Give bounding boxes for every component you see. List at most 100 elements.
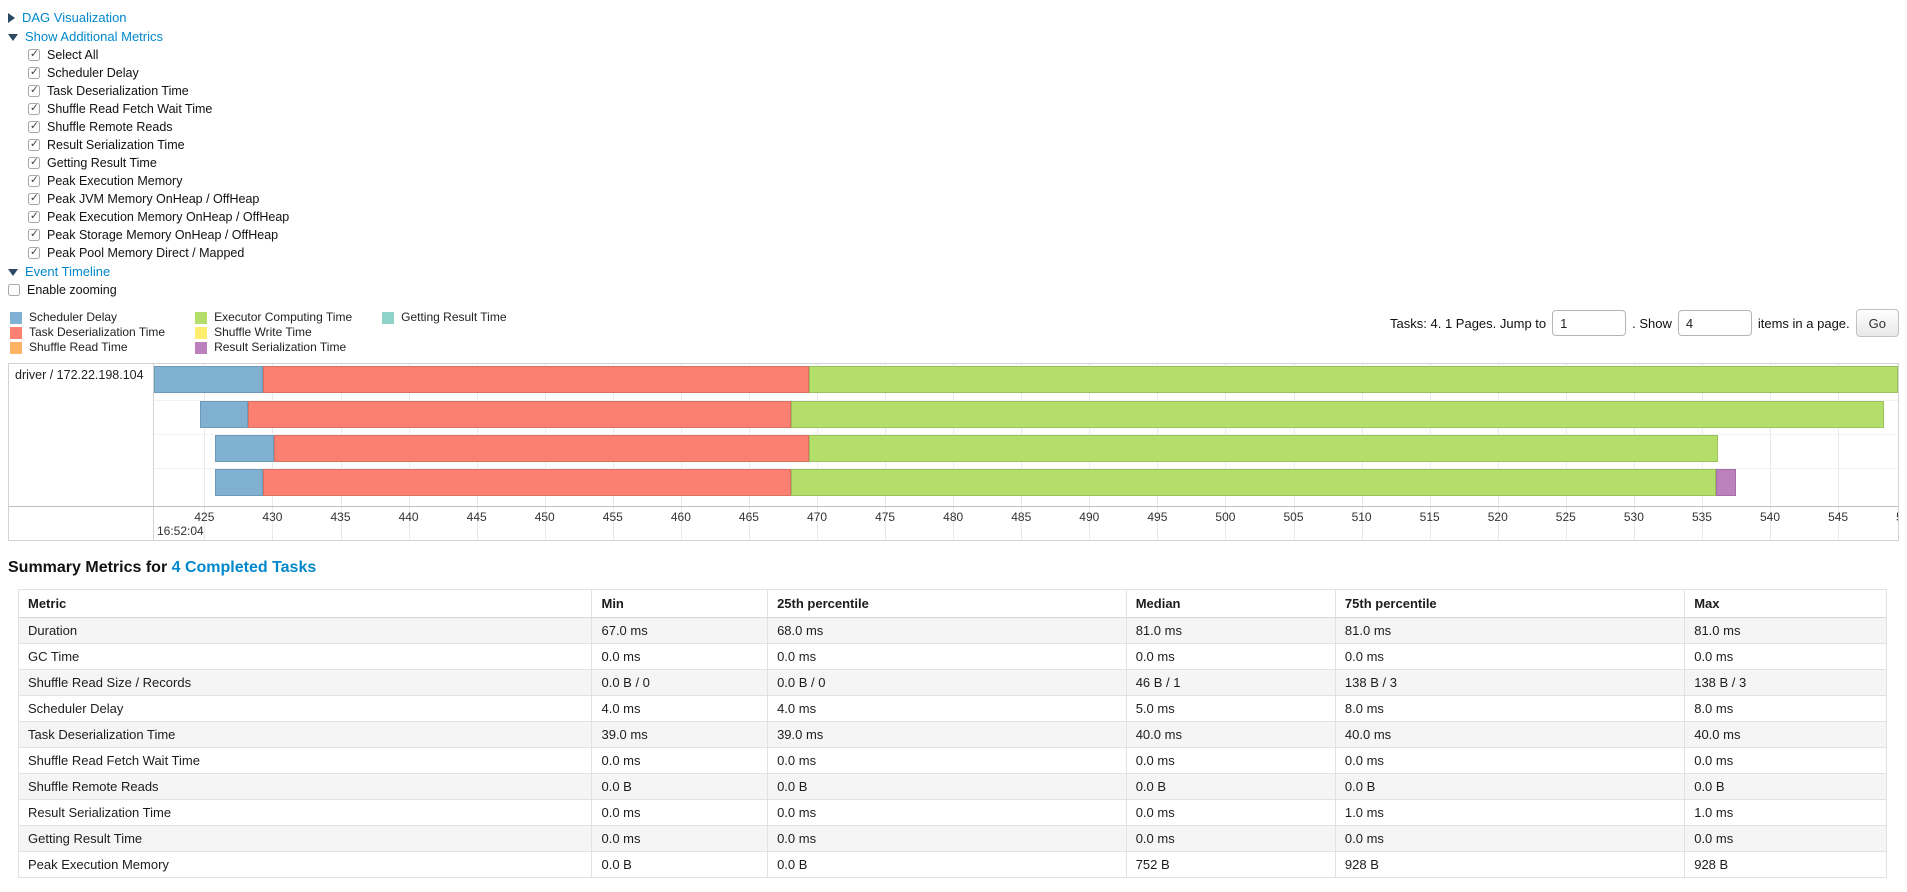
enable-zooming-checkbox[interactable] [8,284,20,296]
axis-tick-label: 475 [875,510,896,524]
timeline-bar-segment-executor-computing-time[interactable] [808,435,1719,462]
summary-metrics-table: Metric Min 25th percentile Median 75th perce… [17,589,1887,878]
jump-to-page-input[interactable] [1552,310,1627,336]
axis-tick-label: 450 [534,510,555,524]
table-cell: 81.0 ms [1334,617,1686,644]
table-row: Duration 67.0 ms 68.0 ms 81.0 ms 81.0 ms 81.0… [17,617,1887,644]
table-cell: 8.0 ms [1684,695,1887,722]
metric-checkbox-row: Peak Storage Memory OnHeap / OffHeap [28,226,1899,244]
table-cell: 0.0 ms [591,799,769,826]
timeline-bar-segment-executor-computing-time[interactable] [791,469,1716,496]
legend-item-getting-result-time: Getting Result Time [382,311,507,324]
checkbox-label: Peak Storage Memory OnHeap / OffHeap [47,228,279,242]
checkbox-label: Peak Pool Memory Direct / Mapped [47,246,245,260]
page-size-input[interactable] [1677,310,1752,336]
table-cell: 0.0 ms [1334,825,1686,852]
table-cell: 0.0 ms [1684,643,1887,670]
dag-visualization-toggle[interactable]: DAG Visualization [8,8,1899,27]
table-cell: 1.0 ms [1334,799,1686,826]
metric-checkbox-row: Getting Result Time [28,154,1899,172]
checkbox-peak-storage-memory-onheap-offheap[interactable] [28,228,40,241]
checkbox-peak-pool-memory-direct-mapped[interactable] [28,246,40,259]
legend-item-shuffle-write-time: Shuffle Write Time [195,326,352,339]
metric-checkbox-row: Task Deserialization Time [28,82,1899,100]
axis-tick-label: 485 [1011,510,1032,524]
checkbox-label: Peak Execution Memory OnHeap / OffHeap [47,210,290,224]
table-cell: 0.0 B / 0 [767,669,1127,696]
timeline-bar-segment-task-deserialization-time[interactable] [247,401,792,428]
checkbox-shuffle-read-fetch-wait-time[interactable] [28,102,40,115]
metric-checkbox-row: Peak JVM Memory OnHeap / OffHeap [28,190,1899,208]
table-cell: 0.0 ms [767,643,1127,670]
table-row: Shuffle Read Fetch Wait Time 0.0 ms 0.0 ms… [17,747,1887,774]
table-cell: 40.0 ms [1125,721,1336,748]
table-cell: 0.0 ms [591,747,769,774]
timeline-bar-segment-scheduler-delay[interactable] [215,435,274,462]
pagination-items-text: items in a page. [1757,315,1850,331]
legend-label: Task Deserialization Time [29,325,166,339]
event-timeline-chart: driver / 172.22.198.104 16:52:04 425 430 4… [8,363,1899,541]
checkbox-scheduler-delay[interactable] [28,66,40,79]
table-cell: 0.0 B [1125,773,1336,800]
table-cell-metric: Shuffle Read Size / Records [17,669,593,696]
table-cell: 0.0 B [767,773,1127,800]
timeline-bar-segment-result-serialization-time[interactable] [1715,469,1736,496]
checkbox-label: Task Deserialization Time [47,84,189,98]
checkbox-result-serialization-time[interactable] [28,138,40,151]
event-timeline-toggle[interactable]: Event Timeline [8,262,1899,281]
axis-tick-label: 455 [602,510,623,524]
table-cell: 0.0 ms [591,825,769,852]
checkbox-peak-execution-memory-onheap-offheap[interactable] [28,210,40,223]
timeline-row-separator [154,400,1898,401]
timeline-axis: 16:52:04 425 430 435 440 445 450 455 460 465 470 4… [154,507,1898,540]
timeline-time-label: 16:52:04 [157,524,204,538]
pagination-tasks-text: Tasks: 4. 1 Pages. Jump to [1390,315,1547,331]
table-cell: 0.0 ms [1684,825,1887,852]
timeline-bar-segment-scheduler-delay[interactable] [215,469,263,496]
axis-tick-label: 500 [1215,510,1236,524]
show-additional-metrics-toggle[interactable]: Show Additional Metrics [8,27,1899,46]
axis-tick-label: 510 [1351,510,1372,524]
timeline-bar-segment-scheduler-delay[interactable] [154,366,263,393]
timeline-bar-segment-scheduler-delay[interactable] [200,401,248,428]
checkbox-getting-result-time[interactable] [28,156,40,169]
table-cell: 81.0 ms [1125,617,1336,644]
checkbox-label: Getting Result Time [47,156,157,170]
go-button[interactable]: Go [1855,309,1899,337]
table-cell: 0.0 B / 0 [591,669,769,696]
timeline-bar-segment-executor-computing-time[interactable] [791,401,1885,428]
legend-item-executor-computing-time: Executor Computing Time [195,311,352,324]
checkbox-label: Shuffle Remote Reads [47,120,173,134]
legend-item-shuffle-read-time: Shuffle Read Time [10,341,165,354]
arrow-down-icon [8,269,18,276]
table-cell: 138 B / 3 [1334,669,1686,696]
table-row: Getting Result Time 0.0 ms 0.0 ms 0.0 ms 0.0… [17,825,1887,852]
checkbox-label: Peak JVM Memory OnHeap / OffHeap [47,192,260,206]
table-row: Shuffle Remote Reads 0.0 B 0.0 B 0.0 B 0.0 B… [17,773,1887,800]
timeline-bar-segment-task-deserialization-time[interactable] [262,366,809,393]
checkbox-shuffle-remote-reads[interactable] [28,120,40,133]
table-header-min: Min [591,589,769,618]
checkbox-peak-jvm-memory-onheap-offheap[interactable] [28,192,40,205]
legend-swatch-icon [195,341,208,354]
table-row: Task Deserialization Time 39.0 ms 39.0 ms 4… [17,721,1887,748]
table-cell: 1.0 ms [1684,799,1887,826]
metrics-checkbox-list: Select All Scheduler Delay Task Deserializ… [28,46,1899,262]
timeline-bar-segment-task-deserialization-time[interactable] [273,435,809,462]
timeline-group-label: driver / 172.22.198.104 [9,364,154,540]
table-cell: 4.0 ms [767,695,1127,722]
checkbox-task-deserialization-time[interactable] [28,84,40,97]
timeline-row-separator [154,468,1898,469]
metric-checkbox-row: Scheduler Delay [28,64,1899,82]
legend-item-scheduler-delay: Scheduler Delay [10,311,165,324]
metric-checkbox-row: Result Serialization Time [28,136,1899,154]
table-cell: 40.0 ms [1684,721,1887,748]
timeline-bar-segment-executor-computing-time[interactable] [808,366,1898,393]
checkbox-peak-execution-memory[interactable] [28,174,40,187]
checkbox-label: Peak Execution Memory [47,174,183,188]
axis-tick-label: 465 [738,510,759,524]
completed-tasks-link[interactable]: 4 Completed Tasks [171,559,317,576]
legend-swatch-icon [10,311,22,324]
timeline-bar-segment-task-deserialization-time[interactable] [262,469,792,496]
checkbox-select-all[interactable] [28,48,40,61]
